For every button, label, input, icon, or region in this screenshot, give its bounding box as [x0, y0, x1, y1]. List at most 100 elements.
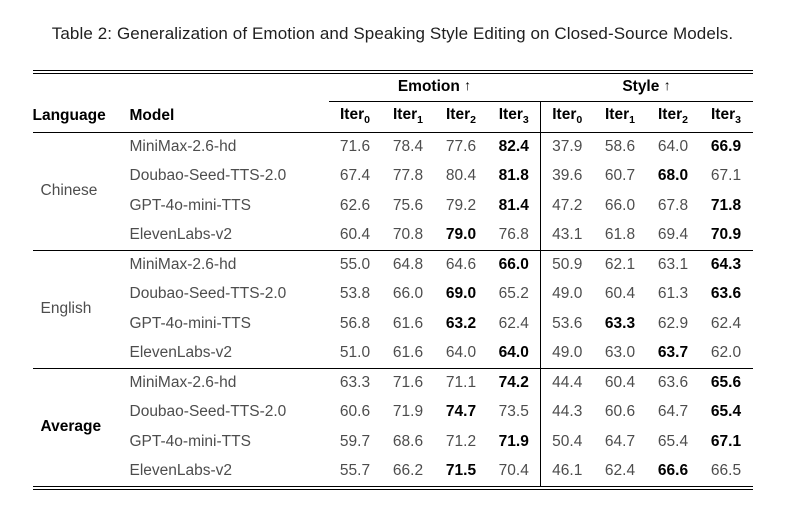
value-cell: 66.2	[392, 462, 424, 480]
value-cell: 74.2	[487, 367, 541, 398]
value-cell: 63.2	[445, 314, 477, 332]
emotion-group-header: Emotion ↑	[328, 74, 541, 102]
value-cell: 65.2	[498, 285, 529, 303]
value-cell: 49.0	[540, 338, 594, 368]
value-cell: 63.7	[657, 344, 689, 361]
value-cell: 64.0	[657, 138, 689, 155]
value-cell: 64.3	[699, 249, 753, 280]
value-cell: 61.6	[392, 314, 424, 332]
emotion-iter0-header: Iter0	[328, 101, 382, 133]
emotion-iter3-header: Iter3	[487, 101, 541, 133]
table-container: Emotion ↑ Style ↑ Language Model Iter0 I…	[32, 70, 753, 490]
value-cell: 67.1	[710, 432, 742, 450]
value-cell: 65.4	[710, 403, 742, 421]
value-cell: 63.1	[646, 249, 700, 280]
value-cell: 71.9	[392, 403, 424, 421]
emotion-iter1-header: Iter1	[381, 101, 435, 133]
value-cell: 77.6	[445, 138, 477, 155]
value-cell: 76.8	[498, 226, 529, 243]
style-iter2-header: Iter2	[646, 101, 700, 133]
value-cell: 53.8	[339, 285, 371, 303]
value-cell: 70.4	[498, 462, 529, 480]
value-cell: 55.7	[339, 462, 371, 480]
value-cell: 62.0	[710, 344, 742, 361]
value-cell: 59.7	[339, 432, 371, 450]
value-cell: 67.8	[657, 196, 689, 214]
value-cell: 82.4	[498, 138, 529, 155]
value-cell: 47.2	[540, 191, 594, 221]
value-cell: 70.9	[710, 226, 742, 243]
value-cell: 44.3	[540, 397, 594, 427]
value-cell: 66.0	[487, 249, 541, 280]
value-cell: 61.8	[604, 226, 636, 243]
value-cell: 63.3	[604, 314, 636, 332]
style-group-header: Style ↑	[540, 74, 753, 102]
value-cell: 68.0	[657, 167, 689, 185]
value-cell: 63.6	[710, 285, 742, 303]
model-cell: GPT-4o-mini-TTS	[129, 432, 251, 450]
value-cell: 66.0	[392, 285, 424, 303]
group-header-row: Emotion ↑ Style ↑	[33, 74, 753, 102]
model-cell: MiniMax-2.6-hd	[129, 249, 329, 280]
value-cell: 66.6	[657, 462, 689, 480]
page: Table 2: Generalization of Emotion and S…	[0, 24, 785, 518]
language-cell: Chinese	[40, 182, 98, 199]
value-cell: 64.7	[657, 403, 689, 421]
value-cell: 60.6	[339, 403, 371, 421]
value-cell: 37.9	[540, 132, 594, 162]
value-cell: 60.6	[604, 403, 636, 421]
bottom-double-rule	[32, 486, 753, 490]
value-cell: 49.0	[540, 279, 594, 309]
value-cell: 71.6	[381, 367, 435, 398]
value-cell: 64.0	[498, 344, 529, 361]
value-cell: 61.3	[657, 285, 689, 303]
model-cell: GPT-4o-mini-TTS	[129, 196, 251, 214]
value-cell: 66.9	[710, 138, 742, 155]
up-arrow-icon: ↑	[464, 77, 472, 94]
value-cell: 80.4	[445, 167, 477, 185]
value-cell: 75.6	[392, 196, 424, 214]
value-cell: 50.9	[540, 249, 594, 280]
value-cell: 63.3	[328, 367, 382, 398]
value-cell: 61.6	[392, 344, 424, 361]
value-cell: 71.8	[710, 196, 742, 214]
emotion-iter2-header: Iter2	[434, 101, 488, 133]
model-cell: Doubao-Seed-TTS-2.0	[129, 403, 287, 421]
value-cell: 71.6	[339, 138, 371, 155]
style-iter3-header: Iter3	[699, 101, 753, 133]
value-cell: 67.1	[710, 167, 742, 185]
model-cell: ElevenLabs-v2	[129, 462, 233, 480]
value-cell: 67.4	[339, 167, 371, 185]
value-cell: 62.4	[604, 462, 636, 480]
value-cell: 79.2	[445, 196, 477, 214]
style-iter0-header: Iter0	[540, 101, 594, 133]
model-column-header: Model	[129, 101, 329, 133]
top-double-rule	[32, 70, 753, 74]
language-cell: English	[32, 249, 130, 368]
value-cell: 69.4	[657, 226, 689, 243]
model-cell: GPT-4o-mini-TTS	[129, 314, 251, 332]
column-header-row: Language Model Iter0 Iter1 Iter2 Iter3 I…	[32, 101, 753, 133]
value-cell: 73.5	[498, 403, 529, 421]
table-row: GPT-4o-mini-TTS 62.6 75.6 79.2 81.4 47.2…	[33, 191, 753, 221]
value-cell: 63.6	[646, 367, 700, 398]
value-cell: 65.4	[657, 432, 689, 450]
value-cell: 62.6	[339, 196, 371, 214]
value-cell: 62.4	[710, 314, 742, 332]
value-cell: 70.8	[392, 226, 424, 243]
up-arrow-icon: ↑	[663, 77, 671, 94]
value-cell: 79.0	[445, 226, 477, 243]
value-cell: 44.4	[540, 367, 594, 398]
value-cell: 60.7	[604, 167, 636, 185]
table-row: GPT-4o-mini-TTS 56.8 61.6 63.2 62.4 53.6…	[33, 309, 753, 339]
value-cell: 64.7	[604, 432, 636, 450]
emotion-group-label: Emotion	[397, 78, 460, 96]
value-cell: 58.6	[604, 138, 636, 155]
value-cell: 64.8	[381, 249, 435, 280]
value-cell: 60.4	[593, 367, 647, 398]
value-cell: 78.4	[392, 138, 424, 155]
model-cell: ElevenLabs-v2	[129, 226, 233, 243]
value-cell: 66.0	[604, 196, 636, 214]
table-row: Average MiniMax-2.6-hd 63.3 71.6 71.1 74…	[32, 367, 753, 486]
table-caption: Table 2: Generalization of Emotion and S…	[51, 24, 734, 43]
